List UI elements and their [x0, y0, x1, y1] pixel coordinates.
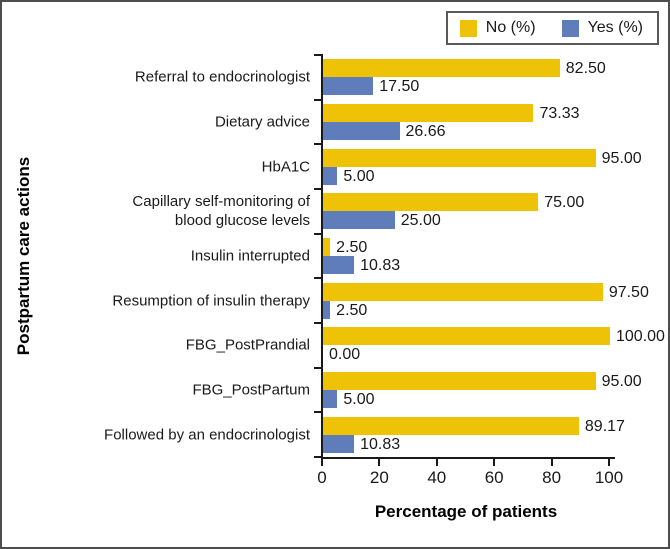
- x-axis-tick-label: 60: [484, 468, 504, 487]
- bar-yes: [323, 122, 400, 140]
- y-axis-tick: [314, 366, 321, 369]
- x-axis-tick: [321, 459, 323, 466]
- category-label: Dietary advice: [214, 113, 310, 131]
- x-axis-tick: [493, 459, 496, 466]
- category-label: HbA1C: [261, 158, 310, 176]
- bar-yes: [323, 211, 395, 230]
- legend-label-no: No (%): [485, 19, 536, 36]
- value-label: 97.50: [608, 283, 649, 301]
- value-label: 26.66: [405, 123, 446, 140]
- value-label: 10.83: [360, 257, 401, 274]
- y-axis-tick: [314, 277, 321, 280]
- bar-no: [323, 282, 603, 301]
- legend-item-no: No (%): [459, 19, 536, 37]
- bar-no: [323, 59, 560, 78]
- bar-no: [323, 416, 579, 435]
- x-axis-tick-label: 40: [427, 468, 447, 487]
- value-label: 75.00: [544, 194, 585, 212]
- y-axis-tick: [314, 456, 321, 458]
- legend-label-yes: Yes (%): [587, 19, 643, 36]
- value-label: 2.50: [336, 239, 368, 256]
- value-label: 5.00: [343, 391, 375, 408]
- bar-no: [323, 372, 596, 390]
- value-label: 2.50: [336, 301, 368, 319]
- value-label: 10.83: [360, 435, 401, 453]
- y-axis-line: [321, 54, 323, 459]
- category-label: Capillary self-monitoring of blood gluco…: [132, 193, 310, 230]
- bar-no: [323, 327, 610, 346]
- value-label: 82.50: [565, 60, 606, 78]
- value-label: 95.00: [601, 373, 642, 390]
- legend: No (%) Yes (%): [445, 11, 659, 45]
- y-axis-title: Postpartum care actions: [14, 156, 33, 356]
- y-axis-tick: [314, 143, 321, 146]
- value-label: 73.33: [539, 105, 580, 122]
- bar-yes: [323, 434, 355, 453]
- category-label: FBG_PostPrandial: [185, 336, 310, 354]
- y-axis-tick: [314, 98, 321, 101]
- y-axis-tick: [314, 411, 321, 414]
- bar-no: [323, 104, 534, 122]
- category-label: Insulin interrupted: [190, 247, 310, 265]
- bar-no: [323, 193, 539, 212]
- x-axis-tick: [378, 459, 381, 466]
- legend-swatch-no: [459, 19, 477, 37]
- legend-swatch-yes: [561, 19, 579, 37]
- x-axis-tick: [435, 459, 438, 466]
- bar-yes: [323, 77, 374, 96]
- y-axis-tick: [314, 322, 321, 324]
- bar-yes: [323, 390, 338, 408]
- value-label: 17.50: [379, 78, 420, 96]
- category-label: Followed by an endocrinologist: [104, 426, 310, 444]
- x-axis-tick-label: 80: [542, 468, 562, 487]
- value-label: 89.17: [584, 417, 625, 435]
- y-axis-tick: [314, 232, 321, 235]
- bar-no: [323, 238, 331, 256]
- plot-area: 82.50 17.50 73.33 26.66 95.00 5.00 75.00 25.00 2…: [323, 55, 665, 457]
- bar-yes: [323, 166, 338, 185]
- category-label: Resumption of insulin therapy: [112, 292, 310, 310]
- x-axis-tick: [608, 459, 610, 466]
- x-axis-title: Percentage of patients: [374, 502, 558, 521]
- y-axis-tick: [314, 188, 321, 190]
- value-label: 25.00: [400, 212, 441, 230]
- value-label: 0.00: [329, 346, 361, 364]
- bar-yes: [323, 256, 355, 274]
- x-axis-tick-label: 20: [369, 468, 389, 487]
- value-label: 100.00: [616, 328, 665, 346]
- bar-yes: [323, 300, 331, 319]
- x-axis-tick-label: 0: [317, 468, 327, 487]
- value-label: 95.00: [601, 149, 642, 167]
- y-axis-tick: [314, 54, 321, 56]
- x-axis-tick: [550, 459, 553, 466]
- bar-no: [323, 148, 596, 167]
- x-axis-line: [321, 457, 615, 459]
- legend-item-yes: Yes (%): [561, 19, 643, 37]
- category-label: Referral to endocrinologist: [134, 68, 310, 86]
- x-axis-tick-label: 100: [594, 468, 624, 487]
- value-label: 5.00: [343, 167, 375, 185]
- category-label: FBG_PostPartum: [192, 381, 310, 399]
